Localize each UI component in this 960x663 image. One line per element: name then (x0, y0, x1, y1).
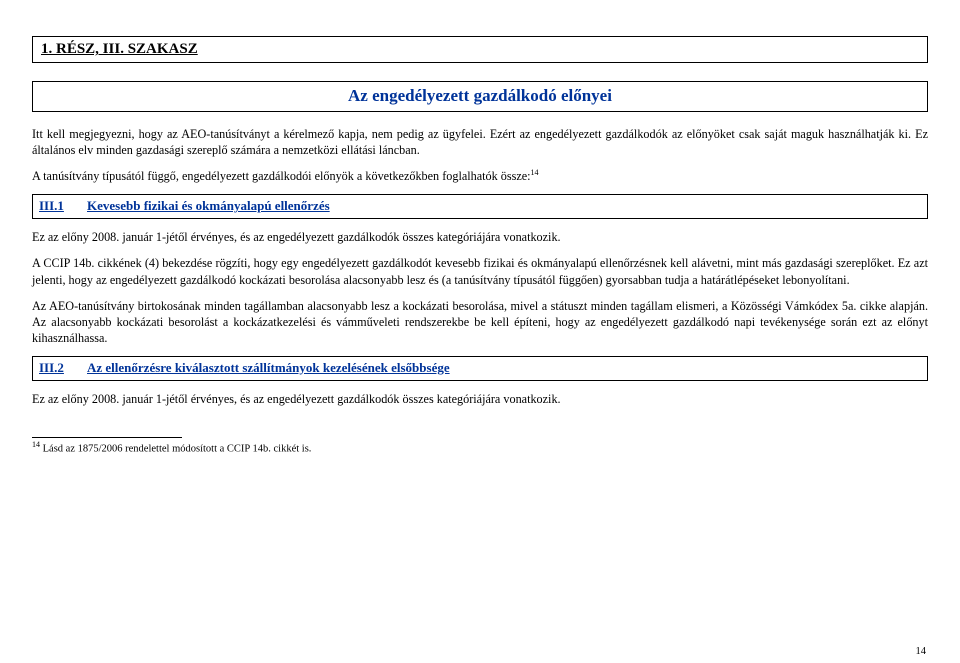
section-1-number: III.1 (39, 198, 83, 214)
footnote-ref-14: 14 (531, 168, 539, 177)
body-paragraph-2: A CCIP 14b. cikkének (4) bekezdése rögzí… (32, 255, 928, 287)
title-bar-text: 1. RÉSZ, III. SZAKASZ (33, 37, 927, 62)
body-paragraph-1: Ez az előny 2008. január 1-jétől érvénye… (32, 229, 928, 245)
intro-2-text: A tanúsítvány típusától függő, engedélye… (32, 169, 531, 183)
subtitle-bar: Az engedélyezett gazdálkodó előnyei (32, 81, 928, 112)
footnote-separator (32, 437, 182, 438)
footnote-text: Lásd az 1875/2006 rendelettel módosított… (40, 444, 311, 455)
section-2-title: Az ellenőrzésre kiválasztott szállítmány… (87, 360, 450, 375)
body-paragraph-4: Ez az előny 2008. január 1-jétől érvénye… (32, 391, 928, 407)
intro-paragraph-2: A tanúsítvány típusától függő, engedélye… (32, 168, 928, 184)
page-number: 14 (916, 646, 927, 657)
section-2-number: III.2 (39, 360, 83, 376)
section-heading-2: III.2 Az ellenőrzésre kiválasztott száll… (32, 356, 928, 381)
section-1-title: Kevesebb fizikai és okmányalapú ellenőrz… (87, 198, 330, 213)
intro-paragraph-1: Itt kell megjegyezni, hogy az AEO-tanúsí… (32, 126, 928, 158)
title-bar: 1. RÉSZ, III. SZAKASZ (32, 36, 928, 63)
footnote-14: 14 Lásd az 1875/2006 rendelettel módosít… (32, 440, 928, 456)
body-paragraph-3: Az AEO-tanúsítvány birtokosának minden t… (32, 298, 928, 346)
section-heading-1: III.1 Kevesebb fizikai és okmányalapú el… (32, 194, 928, 219)
footnote-number: 14 (32, 440, 40, 449)
document-page: 1. RÉSZ, III. SZAKASZ Az engedélyezett g… (0, 0, 960, 663)
